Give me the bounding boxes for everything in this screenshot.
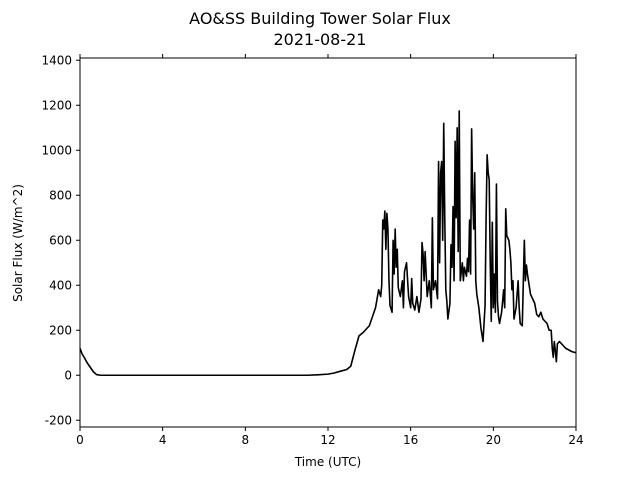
axis-ticks [76, 54, 577, 431]
chart-subtitle: 2021-08-21 [274, 30, 367, 49]
y-tick-label: 1400 [41, 53, 72, 67]
y-axis-label: Solar Flux (W/m^2) [11, 184, 25, 302]
series-line [79, 110, 577, 377]
chart-title: AO&SS Building Tower Solar Flux [189, 9, 451, 28]
x-tick-label: 24 [568, 433, 583, 447]
y-tick-label: 0 [64, 368, 72, 382]
y-tick-label: 600 [49, 233, 72, 247]
x-tick-label: 16 [403, 433, 418, 447]
axis-tick-labels: 0 4 8 12 16 20 24 -200 0 200 400 600 800 1000 1200 1400 [41, 53, 583, 447]
x-tick-label: 20 [486, 433, 501, 447]
x-tick-label: 0 [76, 433, 84, 447]
y-tick-label: 1000 [41, 143, 72, 157]
x-axis-label: Time (UTC) [294, 455, 361, 469]
y-tick-label: -200 [45, 413, 72, 427]
x-tick-label: 12 [320, 433, 335, 447]
x-tick-label: 8 [242, 433, 250, 447]
plot-frame [79, 57, 577, 428]
y-tick-label: 800 [49, 188, 72, 202]
y-tick-label: 1200 [41, 98, 72, 112]
x-tick-label: 4 [159, 433, 167, 447]
y-tick-label: 400 [49, 278, 72, 292]
y-tick-label: 200 [49, 323, 72, 337]
